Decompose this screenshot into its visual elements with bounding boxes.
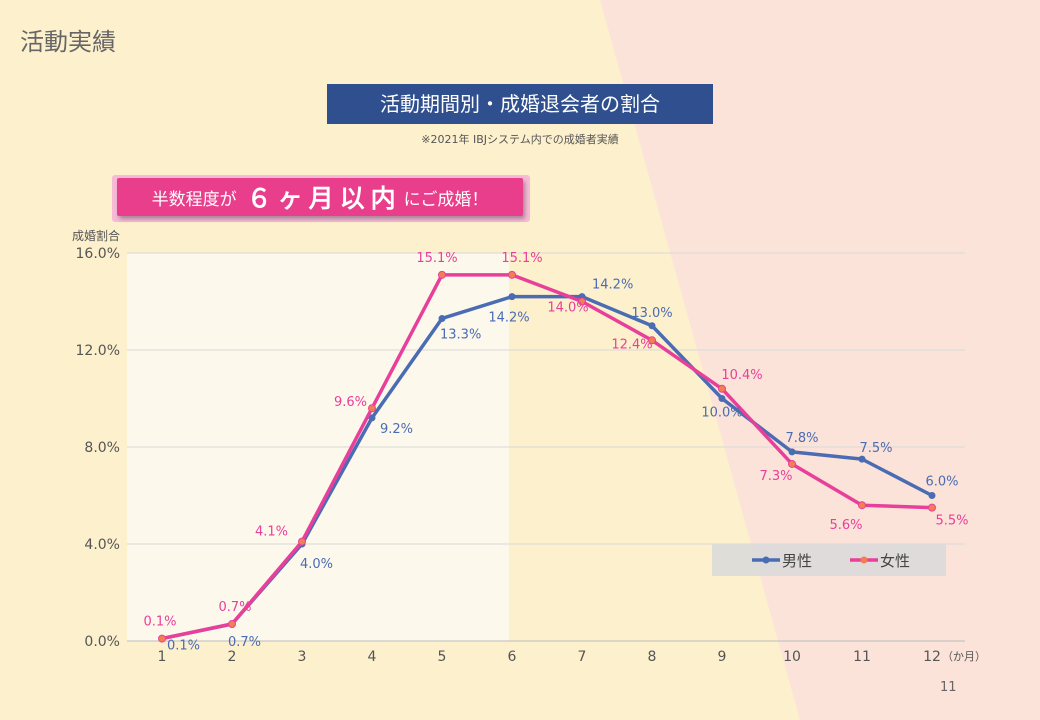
callout-text-emphasis: ６ヶ月以内	[246, 184, 402, 213]
callout-text-after: にご成婚！	[403, 189, 489, 210]
page-title: 活動実績	[20, 28, 116, 56]
legend-label: 女性	[880, 552, 910, 570]
data-label: 12.4%	[611, 337, 652, 352]
legend-label: 男性	[782, 552, 812, 570]
chart-title: 活動期間別・成婚退会者の割合	[327, 84, 713, 124]
legend-box	[712, 544, 946, 576]
y-tick-label: 8.0%	[84, 440, 120, 456]
data-label: 6.0%	[925, 475, 958, 490]
data-point	[508, 270, 516, 279]
data-label: 4.1%	[255, 525, 288, 540]
y-tick-label: 4.0%	[84, 537, 120, 553]
data-label: 4.0%	[300, 557, 333, 572]
data-label: 10.4%	[721, 368, 762, 383]
callout-text-before: 半数程度が	[151, 189, 237, 210]
data-point	[858, 501, 866, 510]
x-tick-label: 6	[508, 649, 517, 665]
x-tick-label: 12	[923, 649, 941, 665]
data-point	[648, 336, 656, 345]
data-label: 15.1%	[416, 251, 457, 266]
data-label: 9.2%	[380, 422, 413, 437]
series-line-female	[160, 273, 934, 641]
data-point	[508, 293, 516, 301]
x-tick-label: 10	[783, 649, 801, 665]
callout-box: 半数程度が ６ヶ月以内 にご成婚！	[117, 178, 523, 216]
data-point	[718, 384, 726, 393]
data-label: 14.2%	[488, 311, 529, 326]
x-tick-label: 9	[718, 649, 727, 665]
x-tick-label: 4	[368, 649, 377, 665]
y-tick-label: 0.0%	[84, 634, 120, 650]
data-point	[438, 270, 446, 279]
x-tick-label: 8	[648, 649, 657, 665]
data-point	[788, 448, 796, 456]
legend-marker	[860, 556, 868, 564]
data-label: 5.6%	[829, 518, 862, 533]
x-tick-label: 7	[578, 649, 587, 665]
data-point	[928, 492, 936, 499]
callout-banner: 半数程度が ６ヶ月以内 にご成婚！	[112, 175, 530, 222]
data-point	[228, 620, 236, 629]
data-label: 9.6%	[334, 395, 367, 410]
y-tick-label: 16.0%	[76, 246, 120, 262]
data-point	[578, 297, 586, 306]
data-label: 0.7%	[218, 600, 251, 615]
x-tick-label: 3	[298, 649, 307, 665]
data-point	[858, 455, 866, 463]
data-label: 10.0%	[701, 406, 742, 421]
data-point	[928, 503, 936, 512]
data-label: 7.5%	[859, 441, 892, 456]
data-label: 7.3%	[759, 469, 792, 484]
y-tick-label: 12.0%	[76, 343, 120, 359]
x-axis-unit: （か月）	[942, 650, 986, 663]
x-tick-label: 11	[853, 649, 871, 665]
data-label: 13.0%	[631, 306, 672, 321]
data-label: 0.1%	[143, 615, 176, 630]
x-tick-label: 2	[228, 649, 237, 665]
data-label: 14.2%	[592, 278, 633, 293]
data-point	[368, 404, 376, 413]
data-label: 5.5%	[935, 514, 968, 529]
data-point	[158, 634, 166, 643]
legend-marker	[762, 556, 770, 564]
data-label: 14.0%	[547, 301, 588, 316]
data-point	[438, 314, 446, 322]
data-label: 15.1%	[501, 251, 542, 266]
data-point	[788, 459, 796, 468]
x-tick-label: 1	[158, 649, 167, 665]
data-label: 13.3%	[440, 327, 481, 342]
data-point	[648, 322, 656, 330]
data-point	[718, 395, 726, 402]
data-label: 7.8%	[785, 431, 818, 446]
data-label: 0.1%	[167, 639, 200, 654]
data-point	[368, 414, 376, 422]
data-point	[298, 537, 306, 546]
page-number: 11	[940, 680, 957, 695]
data-label: 0.7%	[228, 635, 261, 650]
x-tick-label: 5	[438, 649, 447, 665]
y-axis-label: 成婚割合	[72, 228, 120, 243]
chart-subtitle: ※2021年 IBJシステム内での成婚者実績	[421, 133, 619, 146]
